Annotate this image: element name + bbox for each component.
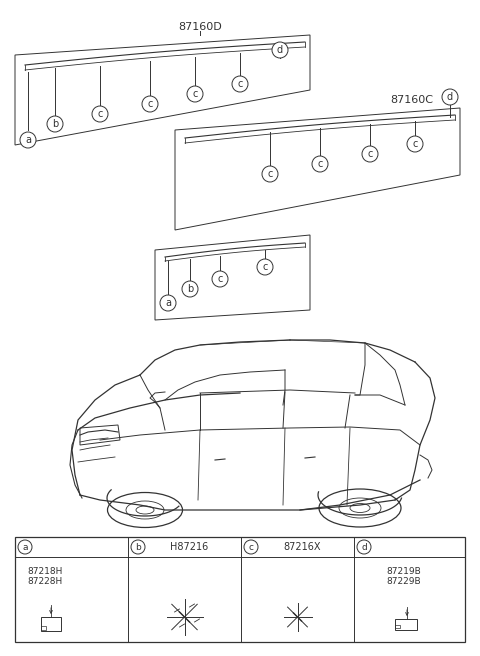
Bar <box>395 619 417 630</box>
Text: b: b <box>135 543 141 552</box>
Ellipse shape <box>126 501 164 519</box>
Text: 87218H: 87218H <box>27 567 63 575</box>
Circle shape <box>232 76 248 92</box>
Text: 87229B: 87229B <box>387 577 421 586</box>
Circle shape <box>142 96 158 112</box>
Bar <box>395 625 400 628</box>
Ellipse shape <box>319 489 401 527</box>
Text: d: d <box>277 45 283 55</box>
Ellipse shape <box>350 504 370 512</box>
Circle shape <box>92 106 108 122</box>
Circle shape <box>407 136 423 152</box>
Text: c: c <box>317 159 323 169</box>
Ellipse shape <box>108 493 182 527</box>
Text: c: c <box>147 99 153 109</box>
Text: H87216: H87216 <box>170 542 209 552</box>
Bar <box>41 626 46 630</box>
Text: a: a <box>22 543 28 552</box>
Text: c: c <box>412 139 418 149</box>
Ellipse shape <box>136 506 154 514</box>
Text: c: c <box>267 169 273 179</box>
Text: 87228H: 87228H <box>27 577 62 586</box>
Bar <box>41 617 61 631</box>
Circle shape <box>47 116 63 132</box>
Bar <box>15 537 465 642</box>
Text: 87160D: 87160D <box>178 22 222 32</box>
Circle shape <box>442 89 458 105</box>
Text: d: d <box>361 543 367 552</box>
Circle shape <box>357 540 371 554</box>
Circle shape <box>362 146 378 162</box>
Circle shape <box>244 540 258 554</box>
Circle shape <box>272 42 288 58</box>
Text: c: c <box>192 89 198 99</box>
Circle shape <box>131 540 145 554</box>
Ellipse shape <box>339 498 381 518</box>
Text: d: d <box>447 92 453 102</box>
Circle shape <box>312 156 328 172</box>
Text: b: b <box>187 284 193 294</box>
Text: 87219B: 87219B <box>386 567 421 575</box>
Circle shape <box>160 295 176 311</box>
Text: 87160C: 87160C <box>390 95 433 105</box>
Circle shape <box>212 271 228 287</box>
Circle shape <box>18 540 32 554</box>
Circle shape <box>187 86 203 102</box>
Text: c: c <box>217 274 223 284</box>
Text: a: a <box>25 135 31 145</box>
Circle shape <box>182 281 198 297</box>
Text: c: c <box>367 149 372 159</box>
Circle shape <box>262 166 278 182</box>
Circle shape <box>20 132 36 148</box>
Text: c: c <box>249 543 253 552</box>
Text: b: b <box>52 119 58 129</box>
Text: c: c <box>262 262 268 272</box>
Text: 87216X: 87216X <box>284 542 321 552</box>
Circle shape <box>257 259 273 275</box>
Text: c: c <box>237 79 243 89</box>
Text: c: c <box>97 109 103 119</box>
Text: a: a <box>165 298 171 308</box>
